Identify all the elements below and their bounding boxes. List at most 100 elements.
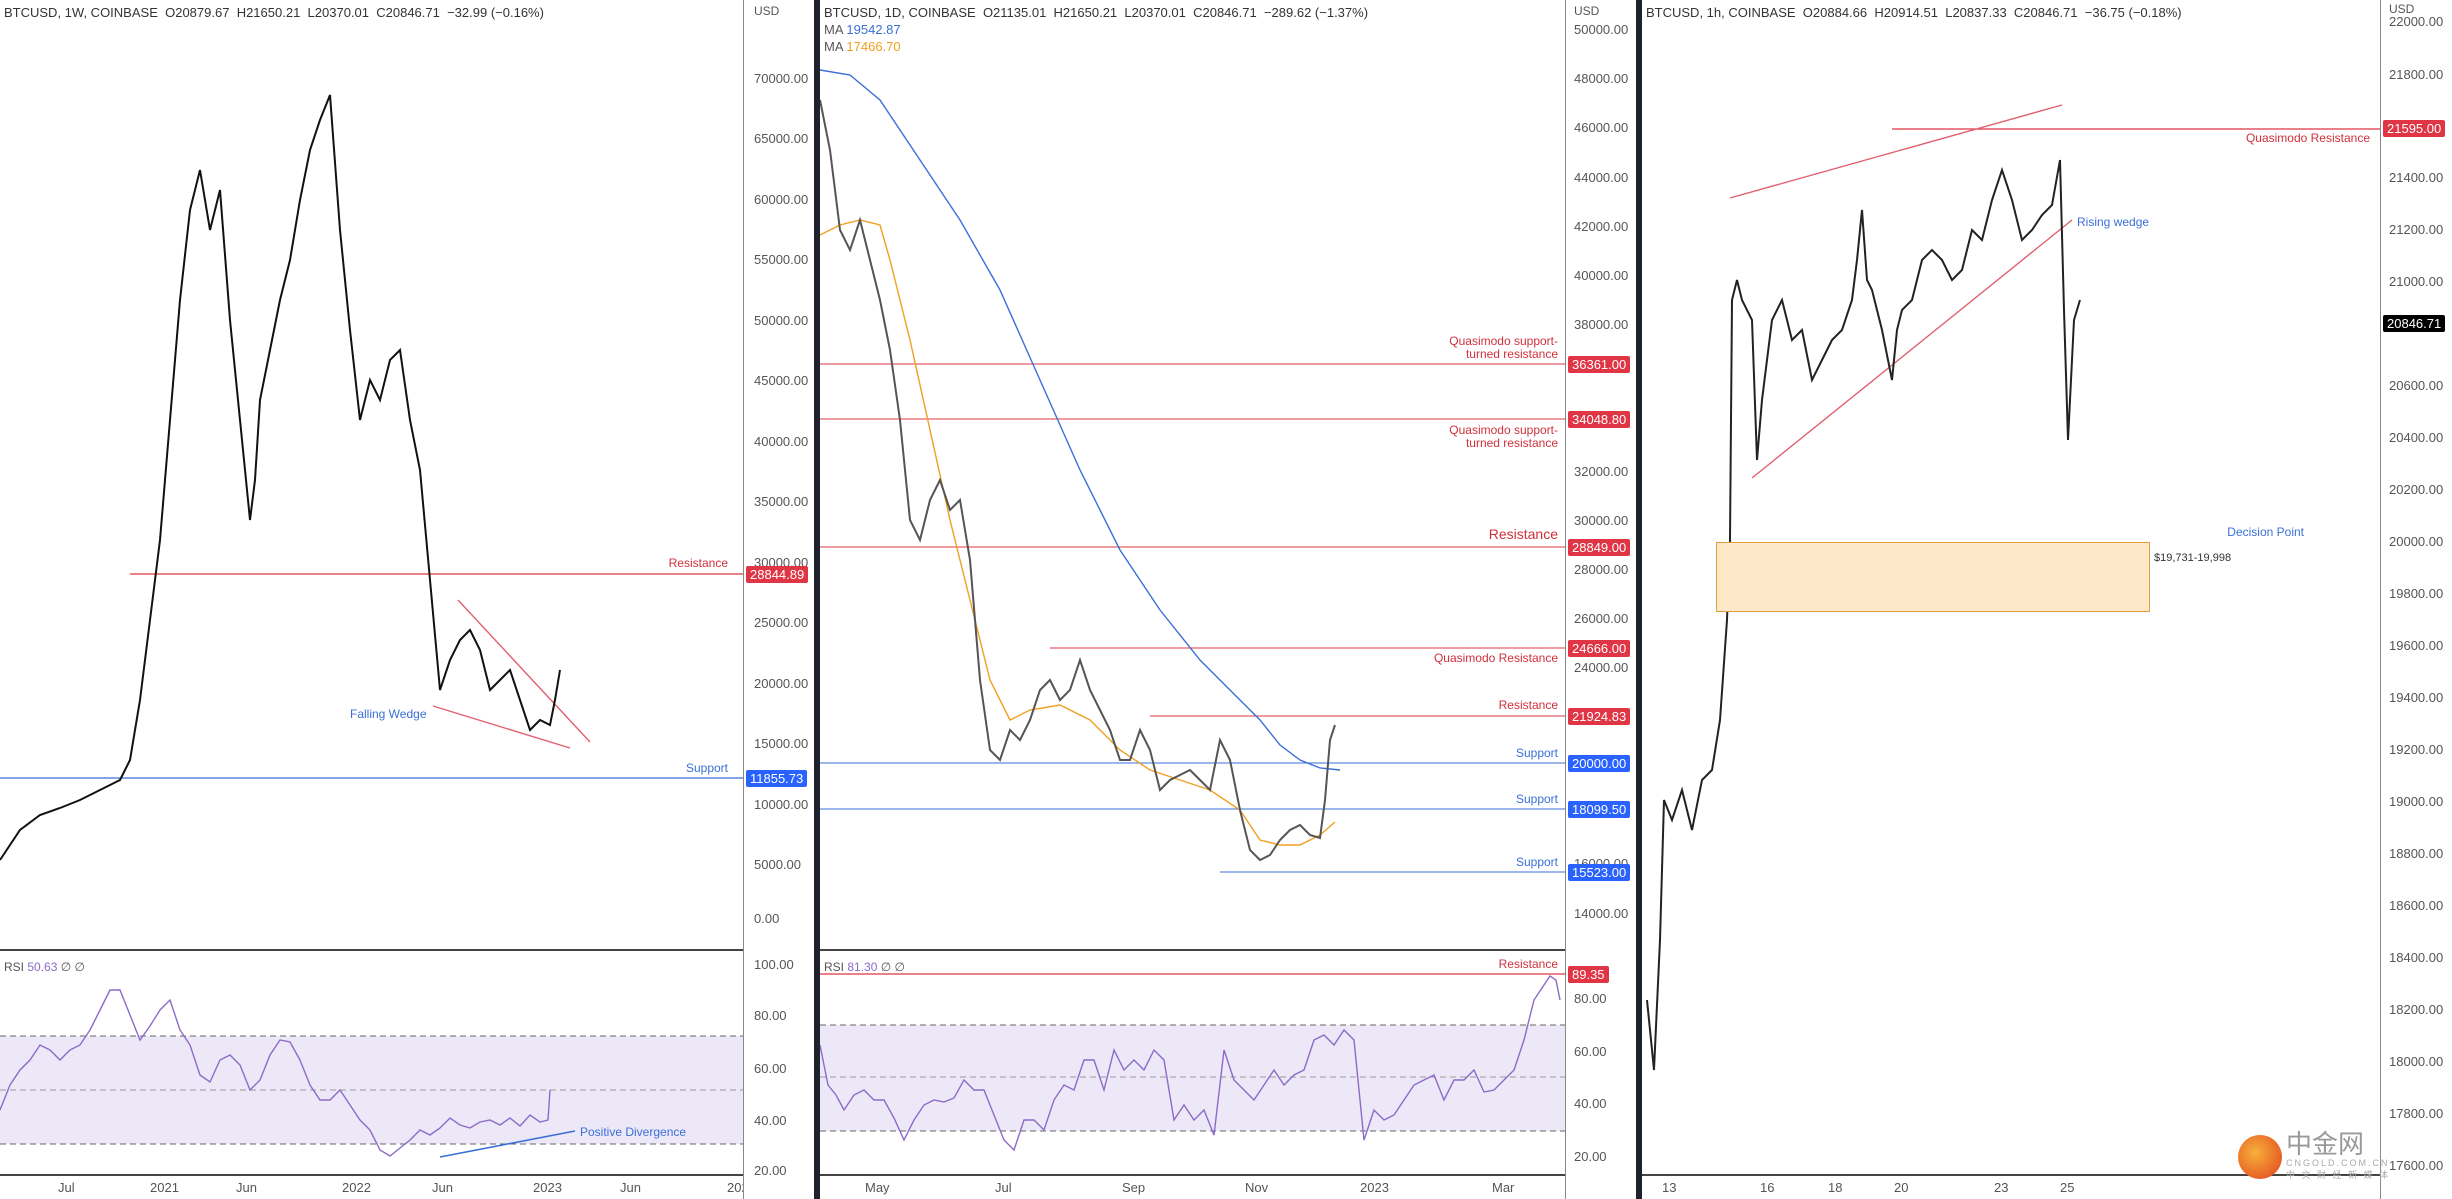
- weekly-rsi-header: RSI 50.63 ∅ ∅: [4, 960, 85, 974]
- decision-point-range: $19,731-19,998: [2154, 552, 2232, 564]
- y-tick: 10000.00: [754, 797, 809, 812]
- x-tick: Sep: [1122, 1180, 1146, 1195]
- ma-orange-value: 17466.70: [846, 39, 901, 54]
- daily-chart-panel[interactable]: BTCUSD, 1D, COINBASE O21135.01 H21650.21…: [820, 0, 1638, 1199]
- x-tick: Jul: [995, 1180, 1012, 1195]
- panel-separator[interactable]: [1636, 0, 1642, 1199]
- rising-wedge-label: Rising wedge: [2077, 215, 2150, 229]
- x-tick: 18: [1828, 1180, 1843, 1195]
- quasimodo-price-tag: 21595.00: [2383, 120, 2446, 137]
- watermark-tagline: 中 文 财 经 新 媒 体: [2285, 1170, 2390, 1180]
- x-tick: Nov: [1245, 1180, 1269, 1195]
- rsi-tick: 20.00: [754, 1163, 787, 1178]
- y-tick: 44000.00: [1574, 170, 1629, 185]
- rsi-tick: 20.00: [1574, 1149, 1607, 1164]
- y-tick: 20000.00: [754, 676, 809, 691]
- y-tick: 18800.00: [2389, 846, 2444, 861]
- rsi-tick: 40.00: [754, 1113, 787, 1128]
- quasimodo-resistance-label: Quasimodo Resistance: [2245, 131, 2370, 145]
- level-label: Support: [1515, 855, 1558, 869]
- level-label: Quasimodo Resistance: [1433, 651, 1558, 665]
- rsi-tick: 80.00: [1574, 991, 1607, 1006]
- y-tick: 17600.00: [2389, 1158, 2444, 1173]
- y-tick: 24000.00: [1574, 660, 1629, 675]
- y-tick: 45000.00: [754, 373, 809, 388]
- hourly-chart-panel[interactable]: BTCUSD, 1h, COINBASE O20884.66 H20914.51…: [1642, 0, 2452, 1199]
- y-tick: 21800.00: [2389, 67, 2444, 82]
- falling-wedge-label: Falling Wedge: [350, 707, 427, 721]
- x-tick: 2023: [533, 1180, 562, 1195]
- hourly-xaxis-line: [1642, 1174, 2452, 1176]
- weekly-price-axis[interactable]: USD 70000.00 65000.00 60000.00 55000.00 …: [743, 0, 818, 1199]
- level-label: Resistance: [1488, 526, 1558, 542]
- x-tick: 25: [2060, 1180, 2075, 1195]
- x-tick: Jul: [58, 1180, 75, 1195]
- y-tick: 40000.00: [1574, 268, 1629, 283]
- level-label: Support: [1515, 792, 1558, 806]
- x-tick: 20: [1894, 1180, 1909, 1195]
- watermark-name: 中金网: [2285, 1130, 2364, 1160]
- resistance-price-tag: 28844.89: [746, 566, 809, 583]
- y-tick: 20600.00: [2389, 378, 2444, 393]
- x-tick: Mar: [1492, 1180, 1515, 1195]
- y-tick: 65000.00: [754, 131, 809, 146]
- support-price-tag: 11855.73: [746, 770, 808, 787]
- x-tick: May: [865, 1180, 890, 1195]
- y-tick: 38000.00: [1574, 317, 1629, 332]
- panel-separator[interactable]: [814, 0, 820, 1199]
- daily-rsi-header: RSI 81.30 ∅ ∅: [824, 960, 905, 974]
- y-tick: 19000.00: [2389, 794, 2444, 809]
- currency-label: USD: [2389, 2, 2415, 16]
- x-tick: 2022: [342, 1180, 371, 1195]
- currency-label: USD: [754, 4, 780, 18]
- rsi-resistance-tag: 89.35: [1568, 966, 1609, 983]
- y-tick: 26000.00: [1574, 611, 1629, 626]
- x-tick: 16: [1760, 1180, 1775, 1195]
- level-label: Quasimodo support- turned resistance: [1449, 423, 1558, 450]
- rsi-tick: 100.00: [754, 957, 794, 972]
- hourly-price-axis[interactable]: USD 22000.00 21800.00 21400.00 21200.00 …: [2380, 0, 2452, 1199]
- decision-point-label: Decision Point: [2227, 525, 2304, 539]
- y-tick: 18400.00: [2389, 950, 2444, 965]
- y-tick: 18200.00: [2389, 1002, 2444, 1017]
- level-price-tag: 24666.00: [1568, 640, 1631, 657]
- y-tick: 17800.00: [2389, 1106, 2444, 1121]
- y-tick: 19600.00: [2389, 638, 2444, 653]
- y-tick: 19400.00: [2389, 690, 2444, 705]
- y-tick: 21200.00: [2389, 222, 2444, 237]
- y-tick: 50000.00: [1574, 22, 1629, 37]
- daily-price-plot[interactable]: [820, 0, 1638, 1199]
- y-tick: 5000.00: [754, 857, 801, 872]
- y-tick: 35000.00: [754, 494, 809, 509]
- y-tick: 70000.00: [754, 71, 809, 86]
- y-tick: 50000.00: [754, 313, 809, 328]
- weekly-support-label: Support: [685, 761, 728, 775]
- hourly-price-plot[interactable]: [1642, 0, 2452, 1199]
- daily-price-axis[interactable]: USD 50000.00 48000.00 46000.00 44000.00 …: [1565, 0, 1638, 1199]
- y-tick: 20200.00: [2389, 482, 2444, 497]
- currency-label: USD: [1574, 4, 1600, 18]
- level-price-tag: 20000.00: [1568, 755, 1631, 772]
- daily-pane-divider[interactable]: [820, 949, 1638, 951]
- decision-point-zone[interactable]: [1716, 542, 2150, 612]
- y-tick: 21400.00: [2389, 170, 2444, 185]
- y-tick: 22000.00: [2389, 14, 2444, 29]
- x-tick: 23: [1994, 1180, 2009, 1195]
- rsi-tick: 40.00: [1574, 1096, 1607, 1111]
- x-tick: 2021: [150, 1180, 179, 1195]
- cngold-watermark: 中金网 CNGOLD.COM.CN 中 文 财 经 新 媒 体: [2237, 1130, 2390, 1181]
- weekly-resistance-label: Resistance: [668, 556, 728, 570]
- x-tick: 13: [1662, 1180, 1677, 1195]
- rsi-resistance-label: Resistance: [1498, 957, 1558, 971]
- weekly-chart-panel[interactable]: BTCUSD, 1W, COINBASE O20879.67 H21650.21…: [0, 0, 818, 1199]
- y-tick: 32000.00: [1574, 464, 1629, 479]
- watermark-domain: CNGOLD.COM.CN: [2285, 1158, 2390, 1168]
- level-price-tag: 36361.00: [1568, 356, 1631, 373]
- y-tick: 15000.00: [754, 736, 809, 751]
- weekly-price-plot[interactable]: [0, 0, 818, 1199]
- weekly-xaxis-line: [0, 1174, 818, 1176]
- level-price-tag: 28849.00: [1568, 539, 1631, 556]
- daily-ohlc-header: BTCUSD, 1D, COINBASE O21135.01 H21650.21…: [824, 5, 1369, 54]
- weekly-pane-divider[interactable]: [0, 949, 818, 951]
- y-tick: 46000.00: [1574, 120, 1629, 135]
